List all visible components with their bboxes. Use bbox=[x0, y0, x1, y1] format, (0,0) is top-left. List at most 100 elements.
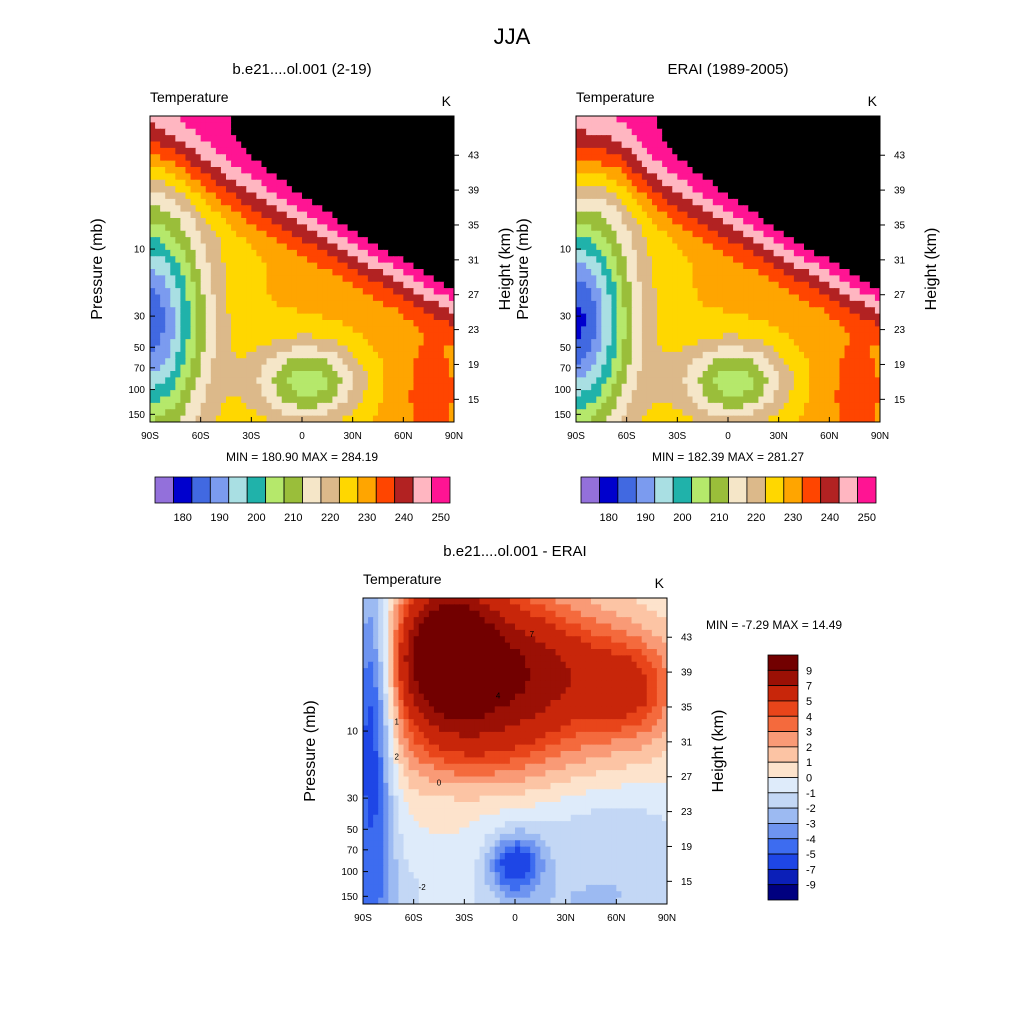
field-cell bbox=[403, 147, 409, 155]
field-cell bbox=[398, 192, 404, 200]
field-cell bbox=[170, 390, 176, 398]
field-cell bbox=[388, 383, 394, 391]
field-cell bbox=[849, 179, 856, 187]
field-cell bbox=[271, 339, 278, 347]
field-cell bbox=[317, 313, 323, 321]
field-cell bbox=[581, 116, 587, 123]
field-cell bbox=[408, 128, 415, 136]
field-cell bbox=[210, 371, 217, 378]
field-cell bbox=[428, 364, 435, 372]
field-cell bbox=[581, 313, 587, 321]
field-cell bbox=[874, 320, 880, 327]
field-cell bbox=[859, 230, 866, 238]
field-cell bbox=[717, 262, 724, 270]
field-cell bbox=[352, 173, 359, 181]
field-cell bbox=[854, 307, 861, 315]
field-cell bbox=[180, 409, 187, 417]
field-cell bbox=[586, 198, 592, 206]
y-tick-label: 70 bbox=[134, 363, 146, 374]
field-cell bbox=[763, 249, 770, 257]
field-cell bbox=[403, 230, 409, 238]
field-cell bbox=[758, 122, 765, 130]
field-cell bbox=[372, 281, 379, 289]
field-cell bbox=[697, 192, 704, 200]
field-cell bbox=[271, 269, 278, 276]
field-cell bbox=[266, 186, 273, 194]
field-cell bbox=[215, 256, 222, 264]
field-cell bbox=[849, 307, 856, 315]
field-cell bbox=[423, 192, 430, 200]
field-cell bbox=[778, 313, 785, 321]
field-cell bbox=[641, 224, 648, 232]
field-cell bbox=[814, 141, 820, 149]
field-cell bbox=[728, 173, 734, 181]
field-cell bbox=[286, 262, 293, 270]
field-cell bbox=[266, 205, 273, 213]
field-cell bbox=[185, 147, 192, 155]
field-cell bbox=[378, 320, 384, 327]
field-cell bbox=[352, 186, 359, 194]
field-cell bbox=[155, 237, 161, 245]
field-cell bbox=[312, 294, 318, 302]
field-cell bbox=[854, 211, 861, 219]
field-cell bbox=[185, 192, 192, 200]
field-cell bbox=[215, 294, 222, 302]
field-cell bbox=[722, 313, 729, 321]
field-cell bbox=[317, 269, 323, 276]
field-cell bbox=[195, 135, 202, 143]
field-cell bbox=[175, 396, 181, 404]
field-cell bbox=[428, 402, 435, 410]
field-cell bbox=[215, 339, 222, 347]
field-cell bbox=[357, 218, 364, 225]
field-cell bbox=[352, 224, 359, 232]
field-cell bbox=[448, 154, 454, 162]
colorbar-box bbox=[431, 476, 451, 504]
field-cell bbox=[631, 281, 638, 289]
field-cell bbox=[332, 135, 339, 143]
field-cell bbox=[844, 294, 851, 302]
field-cell bbox=[378, 402, 384, 410]
field-cell bbox=[717, 128, 724, 136]
field-cell bbox=[241, 205, 247, 213]
field-cell bbox=[418, 300, 425, 308]
field-cell bbox=[636, 122, 643, 130]
field-cell bbox=[758, 237, 765, 245]
field-cell bbox=[231, 415, 237, 422]
field-cell bbox=[611, 147, 618, 155]
field-cell bbox=[367, 390, 374, 398]
field-cell bbox=[804, 205, 810, 213]
field-cell bbox=[844, 275, 851, 283]
field-cell bbox=[266, 218, 273, 225]
field-cell bbox=[291, 275, 298, 283]
field-cell bbox=[834, 218, 841, 225]
field-cell bbox=[236, 339, 242, 347]
field-cell bbox=[337, 249, 344, 257]
field-cell bbox=[438, 173, 445, 181]
field-cell bbox=[266, 224, 273, 232]
field-cell bbox=[712, 243, 719, 251]
field-cell bbox=[251, 186, 257, 194]
field-cell bbox=[576, 313, 582, 321]
field-cell bbox=[707, 160, 714, 168]
field-cell bbox=[448, 281, 454, 289]
field-cell bbox=[809, 192, 815, 200]
field-cell bbox=[403, 402, 409, 410]
field-cell bbox=[357, 307, 364, 315]
field-cell bbox=[150, 128, 156, 136]
field-cell bbox=[748, 307, 754, 315]
field-cell bbox=[276, 345, 283, 353]
field-cell bbox=[621, 167, 628, 174]
field-cell bbox=[342, 345, 349, 353]
field-cell bbox=[652, 147, 658, 155]
field-cell bbox=[687, 269, 694, 276]
field-cell bbox=[443, 243, 450, 251]
field-cell bbox=[327, 275, 333, 283]
field-cell bbox=[388, 186, 394, 194]
field-cell bbox=[748, 128, 754, 136]
field-cell bbox=[596, 237, 602, 245]
field-cell bbox=[398, 358, 404, 366]
field-cell bbox=[271, 371, 278, 378]
field-cell bbox=[869, 230, 876, 238]
field-cell bbox=[261, 167, 268, 174]
field-cell bbox=[844, 205, 851, 213]
